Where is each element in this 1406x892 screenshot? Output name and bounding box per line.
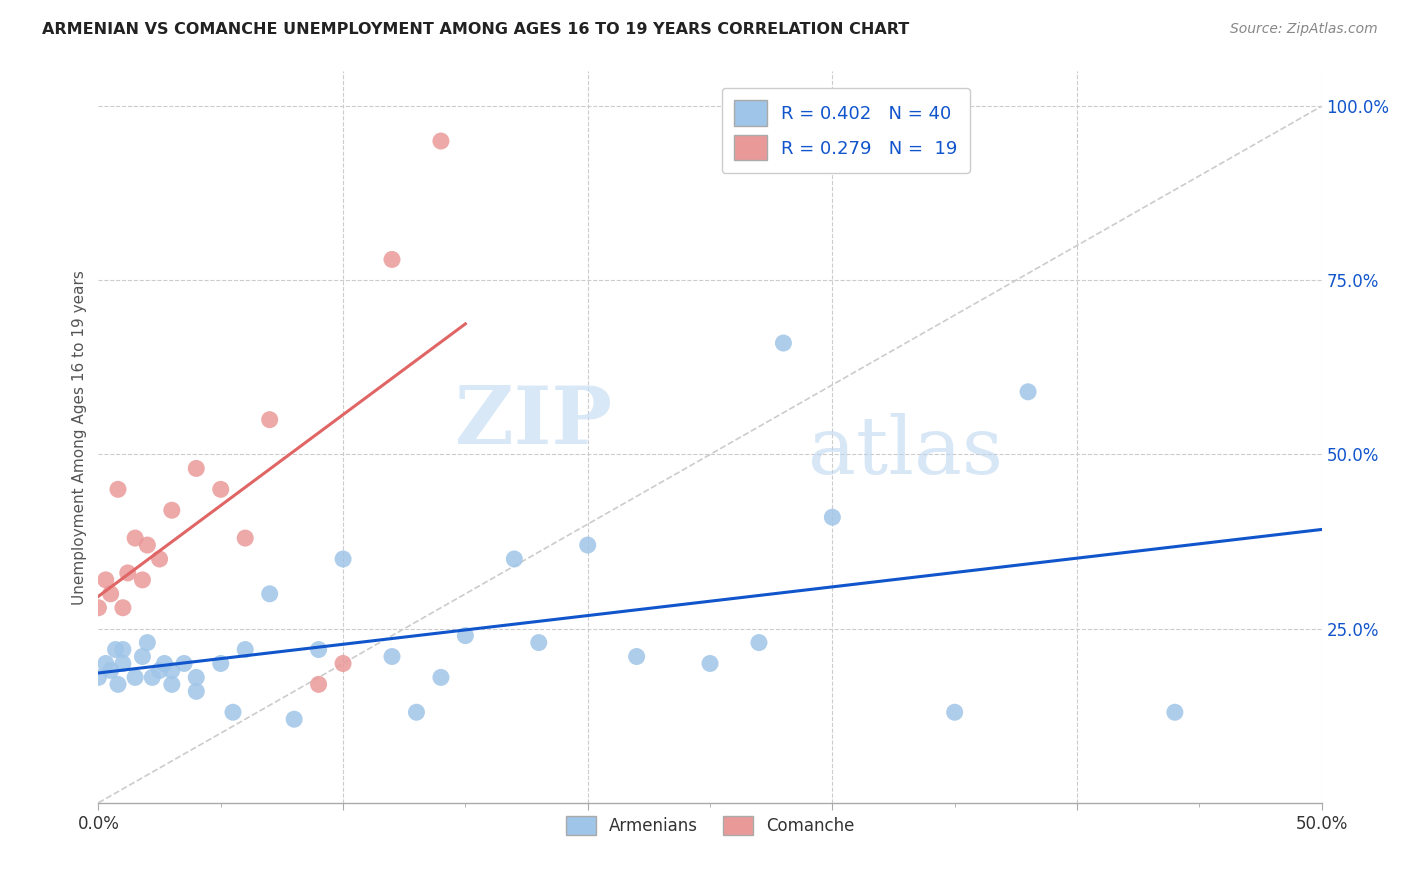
Legend: Armenians, Comanche: Armenians, Comanche [558, 809, 862, 842]
Point [107, 677, 129, 691]
Point [943, 705, 966, 719]
Point [141, 670, 163, 684]
Point [233, 642, 256, 657]
Point [173, 657, 195, 671]
Point [136, 635, 159, 649]
Point [117, 566, 139, 580]
Point [160, 503, 183, 517]
Point [772, 336, 794, 351]
Point [149, 552, 172, 566]
Point [124, 531, 146, 545]
Point [222, 705, 245, 719]
Point [209, 657, 232, 671]
Point [527, 635, 550, 649]
Point [107, 483, 129, 497]
Point [87, 600, 110, 615]
Point [94, 657, 117, 671]
Point [136, 538, 159, 552]
Point [381, 649, 404, 664]
Point [100, 587, 122, 601]
Point [160, 664, 183, 678]
Point [576, 538, 599, 552]
Point [259, 587, 281, 601]
Point [626, 649, 648, 664]
Text: Source: ZipAtlas.com: Source: ZipAtlas.com [1230, 22, 1378, 37]
Point [149, 664, 172, 678]
Point [283, 712, 305, 726]
Point [111, 642, 134, 657]
Point [131, 649, 153, 664]
Point [111, 657, 134, 671]
Point [100, 664, 122, 678]
Text: ZIP: ZIP [456, 384, 612, 461]
Point [131, 573, 153, 587]
Point [454, 629, 477, 643]
Point [1164, 705, 1187, 719]
Point [1017, 384, 1039, 399]
Text: ARMENIAN VS COMANCHE UNEMPLOYMENT AMONG AGES 16 TO 19 YEARS CORRELATION CHART: ARMENIAN VS COMANCHE UNEMPLOYMENT AMONG … [42, 22, 910, 37]
Point [405, 705, 427, 719]
Point [332, 657, 354, 671]
Text: atlas: atlas [808, 413, 1002, 491]
Point [111, 600, 134, 615]
Point [186, 670, 208, 684]
Point [160, 677, 183, 691]
Point [430, 670, 453, 684]
Point [186, 684, 208, 698]
Point [699, 657, 721, 671]
Point [821, 510, 844, 524]
Point [308, 642, 330, 657]
Point [503, 552, 526, 566]
Point [94, 573, 117, 587]
Point [748, 635, 770, 649]
Point [259, 412, 281, 426]
Point [381, 252, 404, 267]
Point [332, 552, 354, 566]
Point [153, 657, 176, 671]
Point [430, 134, 453, 148]
Point [104, 642, 127, 657]
Point [124, 670, 146, 684]
Y-axis label: Unemployment Among Ages 16 to 19 years: Unemployment Among Ages 16 to 19 years [72, 269, 87, 605]
Point [308, 677, 330, 691]
Point [186, 461, 208, 475]
Point [233, 531, 256, 545]
Point [87, 670, 110, 684]
Point [209, 483, 232, 497]
